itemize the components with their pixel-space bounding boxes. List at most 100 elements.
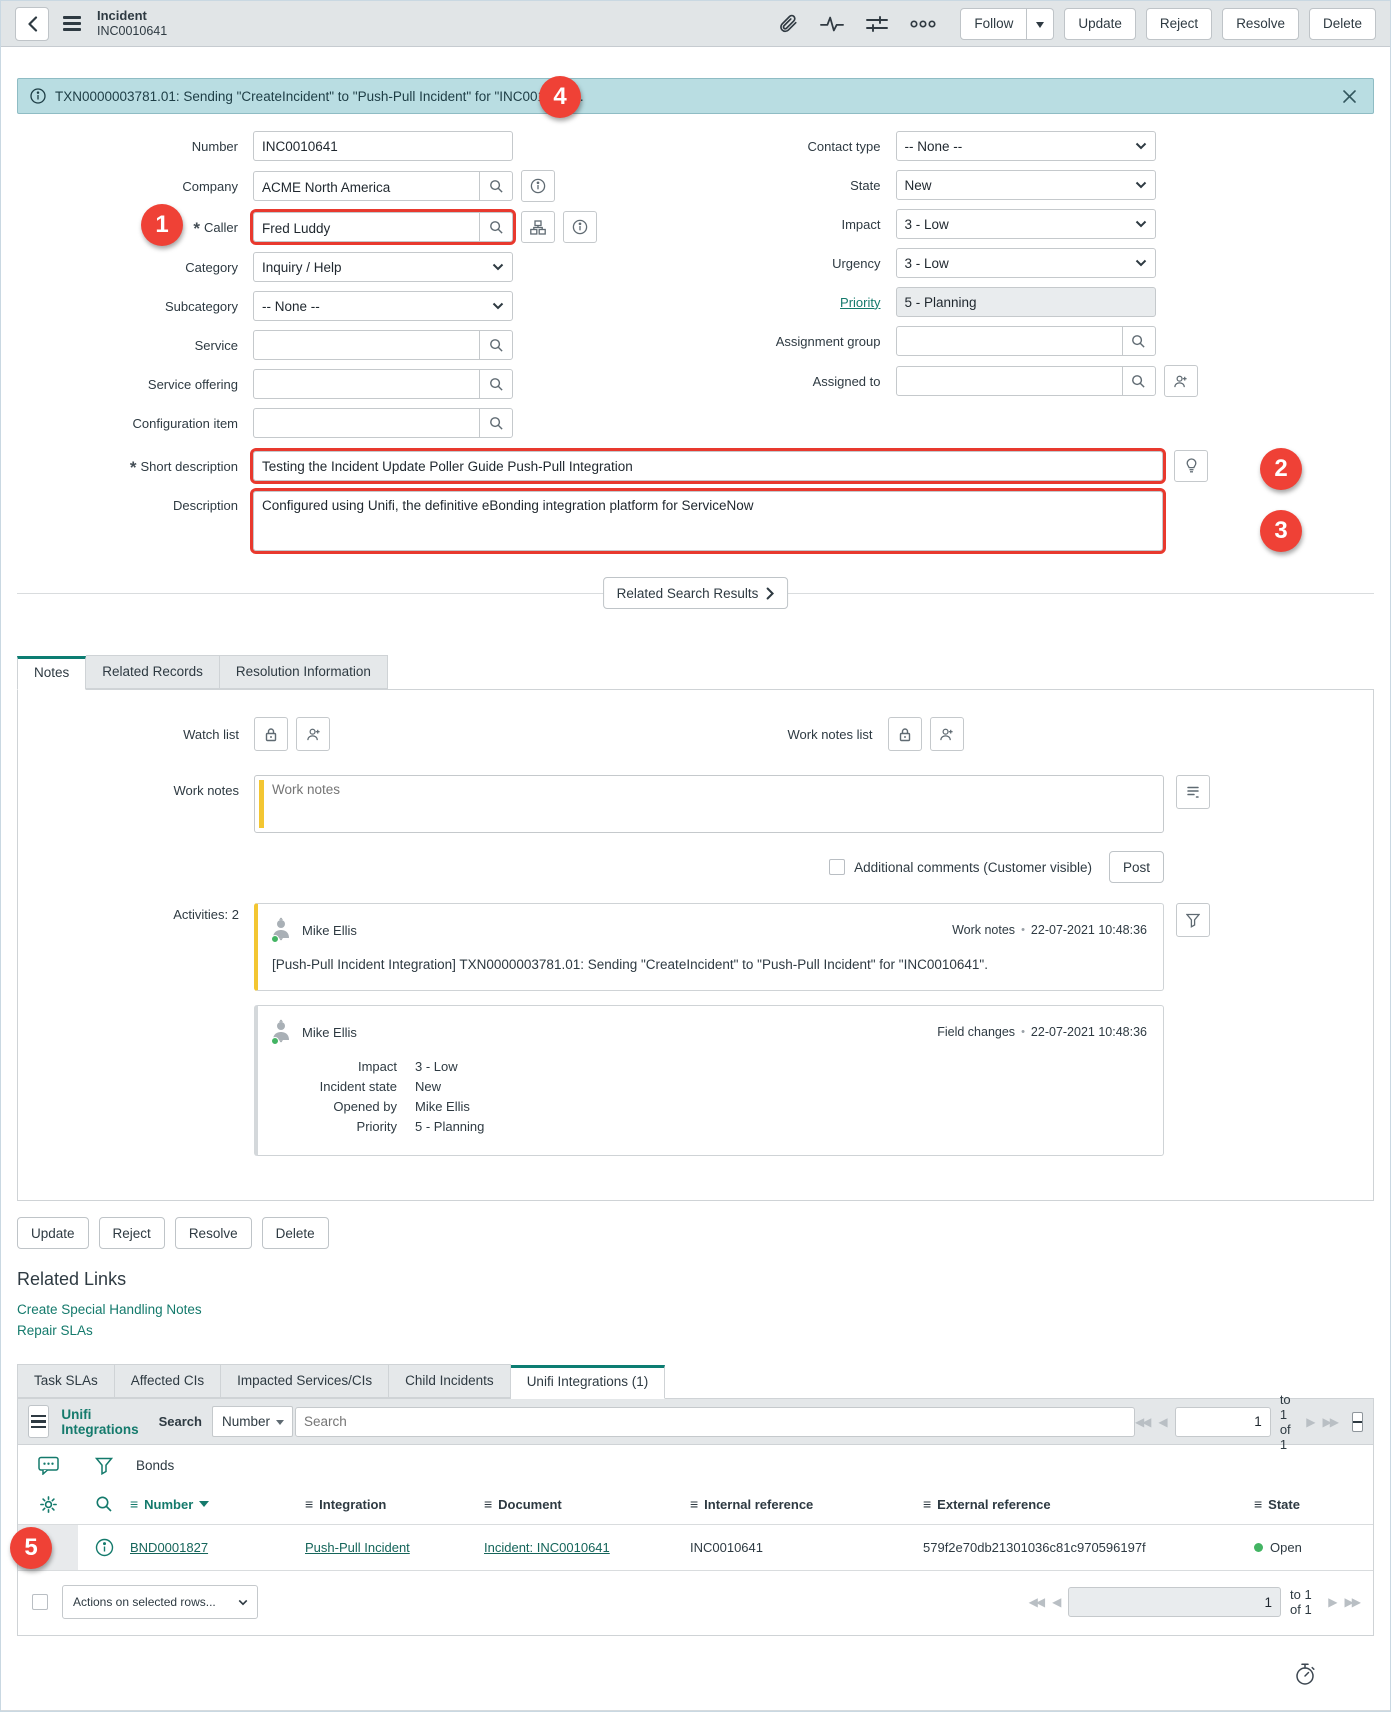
- post-button[interactable]: Post: [1108, 851, 1164, 883]
- priority-link[interactable]: Priority: [840, 294, 881, 310]
- service-offering-lookup-button[interactable]: [479, 370, 512, 398]
- tab-child-incidents[interactable]: Child Incidents: [389, 1364, 511, 1398]
- watch-list-lock-button[interactable]: [254, 717, 288, 751]
- tab-impacted-services[interactable]: Impacted Services/CIs: [221, 1364, 390, 1398]
- subcategory-select[interactable]: -- None --: [253, 291, 513, 321]
- integration-link[interactable]: Push-Pull Incident: [305, 1540, 410, 1555]
- activity-filter-button[interactable]: [1176, 903, 1210, 937]
- tab-affected-cis[interactable]: Affected CIs: [114, 1364, 222, 1398]
- company-input[interactable]: [254, 172, 479, 202]
- contact-type-select[interactable]: -- None --: [895, 131, 1156, 161]
- first-page-icon[interactable]: ◀◀: [1134, 1414, 1152, 1429]
- response-time-stopwatch-icon[interactable]: [1294, 1662, 1316, 1686]
- state-select[interactable]: New: [895, 170, 1156, 200]
- service-lookup-button[interactable]: [479, 331, 512, 359]
- delete-button[interactable]: Delete: [1308, 7, 1376, 40]
- next-page-icon[interactable]: ▶: [1306, 1414, 1315, 1429]
- more-options-icon[interactable]: [910, 19, 936, 29]
- related-search-results-button[interactable]: Related Search Results: [602, 577, 789, 609]
- last-page-icon[interactable]: ▶▶: [1322, 1414, 1340, 1429]
- list-personalize-gear-icon[interactable]: [18, 1495, 78, 1514]
- configuration-item-lookup-button[interactable]: [479, 409, 512, 437]
- impact-select[interactable]: 3 - Low: [895, 209, 1156, 239]
- service-offering-input[interactable]: [254, 370, 479, 400]
- first-page-icon[interactable]: ◀◀: [1028, 1595, 1046, 1609]
- related-link-repair-slas[interactable]: Repair SLAs: [17, 1323, 93, 1338]
- column-header-internal-reference[interactable]: ≡ Internal reference: [690, 1496, 814, 1512]
- work-notes-list-lock-button[interactable]: [887, 717, 922, 751]
- column-header-state[interactable]: ≡ State: [1254, 1496, 1300, 1512]
- previous-page-icon[interactable]: ◀: [1052, 1595, 1061, 1609]
- activity-author[interactable]: Mike Ellis: [302, 922, 357, 938]
- watch-list-add-me-button[interactable]: [296, 717, 330, 751]
- breadcrumb[interactable]: Bonds: [136, 1458, 175, 1473]
- comments-bubble-icon[interactable]: [18, 1456, 78, 1475]
- update-button[interactable]: Update: [1064, 7, 1136, 40]
- related-link-special-handling-notes[interactable]: Create Special Handling Notes: [17, 1302, 202, 1317]
- assigned-to-input[interactable]: [896, 367, 1122, 397]
- page-number-input[interactable]: [1068, 1587, 1282, 1617]
- tab-notes[interactable]: Notes: [17, 656, 87, 690]
- tab-task-slas[interactable]: Task SLAs: [17, 1364, 115, 1398]
- follow-button[interactable]: Follow: [960, 7, 1028, 40]
- company-lookup-button[interactable]: [479, 172, 512, 200]
- assignment-group-lookup-button[interactable]: [1121, 327, 1155, 355]
- description-textarea[interactable]: Configured using Unifi, the definitive e…: [250, 488, 1166, 554]
- bond-number-link[interactable]: BND0001827: [130, 1540, 209, 1555]
- back-button[interactable]: [15, 6, 49, 41]
- banner-close-button[interactable]: [1338, 85, 1361, 108]
- document-link[interactable]: Incident: INC0010641: [484, 1540, 610, 1555]
- column-header-number[interactable]: ≡ Number: [130, 1496, 305, 1512]
- caller-lookup-button[interactable]: [479, 213, 512, 241]
- actions-on-selected-rows-select[interactable]: Actions on selected rows...: [62, 1585, 258, 1619]
- tab-unifi-integrations[interactable]: Unifi Integrations (1): [510, 1365, 666, 1399]
- number-input[interactable]: [253, 131, 513, 161]
- page-number-input[interactable]: [1174, 1406, 1271, 1437]
- row-preview-info-icon[interactable]: [78, 1538, 130, 1557]
- context-menu-icon[interactable]: [61, 12, 83, 35]
- personalize-form-icon[interactable]: [866, 15, 889, 33]
- caller-preview-button[interactable]: [563, 211, 597, 243]
- last-page-icon[interactable]: ▶▶: [1344, 1595, 1362, 1609]
- resolve-button[interactable]: Resolve: [1222, 7, 1299, 40]
- column-header-integration[interactable]: ≡ Integration: [305, 1496, 387, 1512]
- toggle-activity-display-button[interactable]: [1176, 775, 1210, 809]
- company-preview-button[interactable]: [521, 170, 555, 202]
- column-header-external-reference[interactable]: ≡ External reference: [923, 1496, 1051, 1512]
- search-column-select[interactable]: Number: [211, 1406, 293, 1437]
- reject-button-bottom[interactable]: Reject: [98, 1217, 165, 1249]
- suggestion-lightbulb-button[interactable]: [1174, 450, 1208, 482]
- resolve-button-bottom[interactable]: Resolve: [174, 1217, 252, 1249]
- activity-stream-icon[interactable]: [820, 14, 845, 34]
- work-notes-list-add-me-button[interactable]: [929, 717, 964, 751]
- caller-hierarchy-button[interactable]: [521, 211, 555, 243]
- assigned-to-lookup-button[interactable]: [1121, 367, 1155, 395]
- urgency-select[interactable]: 3 - Low: [895, 248, 1156, 278]
- filter-funnel-icon[interactable]: [78, 1457, 130, 1475]
- previous-page-icon[interactable]: ◀: [1158, 1414, 1167, 1429]
- list-search-input[interactable]: [294, 1406, 1135, 1437]
- list-context-menu-button[interactable]: [28, 1405, 50, 1438]
- additional-comments-checkbox[interactable]: [829, 859, 846, 875]
- category-select[interactable]: Inquiry / Help: [253, 252, 513, 282]
- select-all-checkbox[interactable]: [32, 1594, 48, 1610]
- short-description-input[interactable]: [250, 448, 1166, 484]
- column-header-document[interactable]: ≡ Document: [484, 1496, 562, 1512]
- reject-button[interactable]: Reject: [1145, 7, 1213, 40]
- caller-input[interactable]: [254, 213, 479, 243]
- assignment-group-input[interactable]: [896, 327, 1122, 357]
- work-notes-textarea[interactable]: [264, 776, 1163, 832]
- service-input[interactable]: [254, 331, 479, 361]
- list-search-rows-icon[interactable]: [78, 1495, 130, 1513]
- configuration-item-input[interactable]: [254, 409, 479, 439]
- attachment-icon[interactable]: [777, 13, 798, 34]
- follow-dropdown-button[interactable]: [1027, 7, 1055, 40]
- collapse-list-icon[interactable]: [1352, 1411, 1363, 1432]
- assign-to-me-button[interactable]: [1163, 365, 1198, 397]
- update-button-bottom[interactable]: Update: [17, 1217, 89, 1249]
- tab-resolution-information[interactable]: Resolution Information: [219, 655, 388, 689]
- delete-button-bottom[interactable]: Delete: [261, 1217, 329, 1249]
- activity-author[interactable]: Mike Ellis: [302, 1024, 357, 1040]
- tab-related-records[interactable]: Related Records: [86, 655, 220, 689]
- next-page-icon[interactable]: ▶: [1328, 1595, 1337, 1609]
